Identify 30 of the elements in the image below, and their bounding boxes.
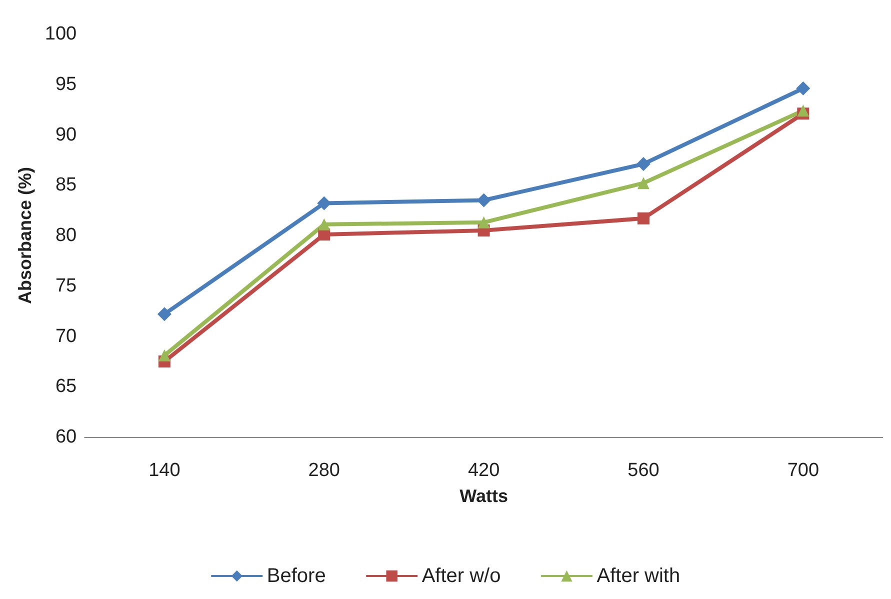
x-tick-label: 700 xyxy=(787,460,820,481)
point xyxy=(478,216,490,228)
y-tick-label: 65 xyxy=(55,376,77,398)
y-tick-label: 70 xyxy=(55,326,77,347)
point xyxy=(317,196,332,210)
y-tick-label: 90 xyxy=(55,124,77,146)
x-axis-title: Watts xyxy=(460,486,508,506)
x-tick-label: 280 xyxy=(308,460,340,481)
y-tick-label: 60 xyxy=(55,426,77,448)
y-tick-label: 75 xyxy=(55,275,77,296)
point xyxy=(476,193,491,208)
legend-label: After w/o xyxy=(422,565,501,587)
y-tick-label: 80 xyxy=(55,225,77,246)
y-axis-title: Absorbance (%) xyxy=(15,166,35,304)
point xyxy=(158,349,170,362)
point xyxy=(157,307,172,322)
point xyxy=(637,177,650,190)
legend-label: Before xyxy=(266,565,326,587)
point xyxy=(318,218,330,230)
y-tick-label: 100 xyxy=(44,24,77,44)
x-tick-label: 140 xyxy=(148,460,180,481)
x-tick-label: 560 xyxy=(628,460,660,481)
x-tick-label: 420 xyxy=(468,460,500,481)
y-tick-label: 85 xyxy=(55,174,77,196)
y-tick-label: 95 xyxy=(55,74,77,95)
point xyxy=(636,156,650,171)
point xyxy=(796,81,810,96)
point xyxy=(797,104,810,117)
legend-label: After with xyxy=(596,565,680,587)
point xyxy=(637,212,650,224)
